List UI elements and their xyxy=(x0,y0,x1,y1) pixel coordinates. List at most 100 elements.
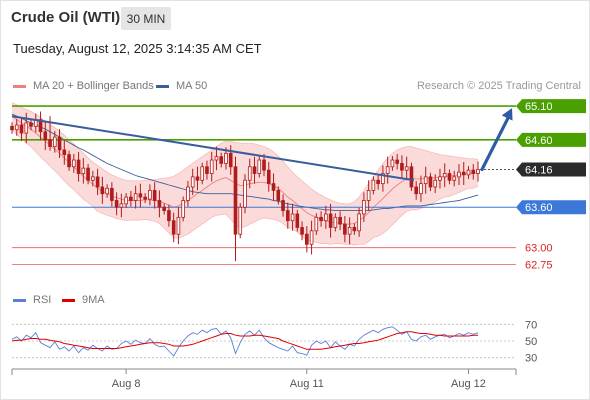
candle-body xyxy=(171,220,176,235)
candle-body xyxy=(314,216,319,232)
candle-body xyxy=(381,173,385,185)
candle-body xyxy=(466,169,471,176)
level-label-65.10: 65.10 xyxy=(525,101,553,113)
candle-body xyxy=(114,200,119,208)
legend-bollinger-label: MA 20 + Bollinger Bands xyxy=(33,80,154,92)
candle-body xyxy=(100,186,105,195)
candle-body xyxy=(476,169,480,174)
level-label-64.16: 64.16 xyxy=(525,164,553,176)
candle-body xyxy=(343,223,347,235)
candle-body xyxy=(152,189,157,201)
bollinger-swatch xyxy=(13,84,26,88)
candle-body xyxy=(247,166,252,181)
candle-body xyxy=(81,167,86,174)
level-label-63.00: 63.00 xyxy=(525,243,553,255)
candle-body xyxy=(400,163,404,171)
ma50-swatch xyxy=(156,84,169,88)
candle-body xyxy=(390,159,395,168)
candle-body xyxy=(43,131,48,141)
candle-body xyxy=(357,213,361,232)
candle-body xyxy=(319,216,323,222)
level-label-62.75: 62.75 xyxy=(525,260,553,272)
candle-body xyxy=(48,139,52,147)
candle-body xyxy=(395,159,399,164)
candle-body xyxy=(176,216,181,235)
candle-body xyxy=(328,213,333,228)
candle-body xyxy=(24,122,29,134)
candle-body xyxy=(433,179,438,188)
candle-body xyxy=(295,213,300,228)
instrument-title: Crude Oil (WTI) xyxy=(11,9,121,26)
candle-body xyxy=(57,136,62,151)
candle-body xyxy=(157,200,162,208)
candle-body xyxy=(129,196,133,201)
x-tick-label-0: Aug 8 xyxy=(112,378,141,390)
rsi-tick-label-30: 30 xyxy=(525,353,537,365)
candle-body xyxy=(214,156,219,161)
candle-body xyxy=(305,233,309,245)
candle-body xyxy=(438,176,442,181)
candle-body xyxy=(167,210,171,222)
legend-ma50-label: MA 50 xyxy=(176,80,208,92)
candle-body xyxy=(324,213,328,222)
candle-body xyxy=(371,179,376,191)
candle-body xyxy=(200,166,205,181)
candle-body xyxy=(105,187,109,195)
rsi-ma-swatch xyxy=(62,298,75,302)
candle-body xyxy=(347,227,352,235)
candle-body xyxy=(404,166,409,171)
candle-body xyxy=(95,176,100,188)
candle-body xyxy=(14,124,19,131)
level-tag-65.10 xyxy=(516,99,586,114)
candle-body xyxy=(62,149,67,156)
rsi-swatch xyxy=(13,298,26,302)
candle-body xyxy=(257,159,262,174)
candle-body xyxy=(266,169,271,185)
candle-body xyxy=(67,154,71,168)
candle-body xyxy=(86,167,90,181)
legend-bollinger: MA 20 + Bollinger Bands xyxy=(13,80,154,92)
candle-body xyxy=(205,166,209,174)
downtrend-line xyxy=(11,115,415,182)
candle-body xyxy=(219,156,224,164)
bollinger-band-fill xyxy=(12,102,478,245)
candle-body xyxy=(124,196,128,205)
candle-body xyxy=(338,216,342,225)
candle-body xyxy=(423,176,428,185)
candle-body xyxy=(29,122,33,127)
candle-body xyxy=(362,200,366,215)
timeframe-button[interactable]: 30 MIN xyxy=(121,7,171,30)
chart-datetime: Tuesday, August 12, 2025 3:14:35 AM CET xyxy=(13,41,262,56)
candle-body xyxy=(224,152,228,164)
candle-body xyxy=(148,189,152,200)
candle-body xyxy=(452,176,457,181)
level-label-63.60: 63.60 xyxy=(525,202,553,214)
candle-body xyxy=(300,227,304,235)
level-label-64.60: 64.60 xyxy=(525,135,553,147)
candle-body xyxy=(442,173,447,178)
chart-header: Crude Oil (WTI) 30 MIN xyxy=(0,0,590,36)
bollinger-lower-line xyxy=(11,129,479,246)
candle-body xyxy=(162,206,166,211)
candle-body xyxy=(428,176,433,188)
x-tick-label-1: Aug 11 xyxy=(290,378,324,390)
candle-body xyxy=(376,179,380,185)
candle-body xyxy=(72,159,76,168)
candle-body xyxy=(409,166,414,188)
candle-body xyxy=(352,227,357,232)
candle-body xyxy=(385,166,390,174)
legend-ma50: MA 50 xyxy=(156,80,207,92)
candle-body xyxy=(195,176,200,181)
level-tag-63.60 xyxy=(516,200,586,215)
candle-body xyxy=(271,183,276,191)
rsi-ma-line xyxy=(11,331,478,350)
legend-rsi-label: RSI xyxy=(33,294,52,306)
candle-body xyxy=(414,186,418,195)
projection-arrow-head xyxy=(501,108,513,121)
candle-body xyxy=(119,203,124,208)
candle-body xyxy=(309,230,314,245)
rsi-tick-label-50: 50 xyxy=(525,336,537,348)
candle-body xyxy=(181,200,185,218)
x-tick-label-2: Aug 12 xyxy=(451,378,486,390)
candle-body xyxy=(290,213,295,222)
